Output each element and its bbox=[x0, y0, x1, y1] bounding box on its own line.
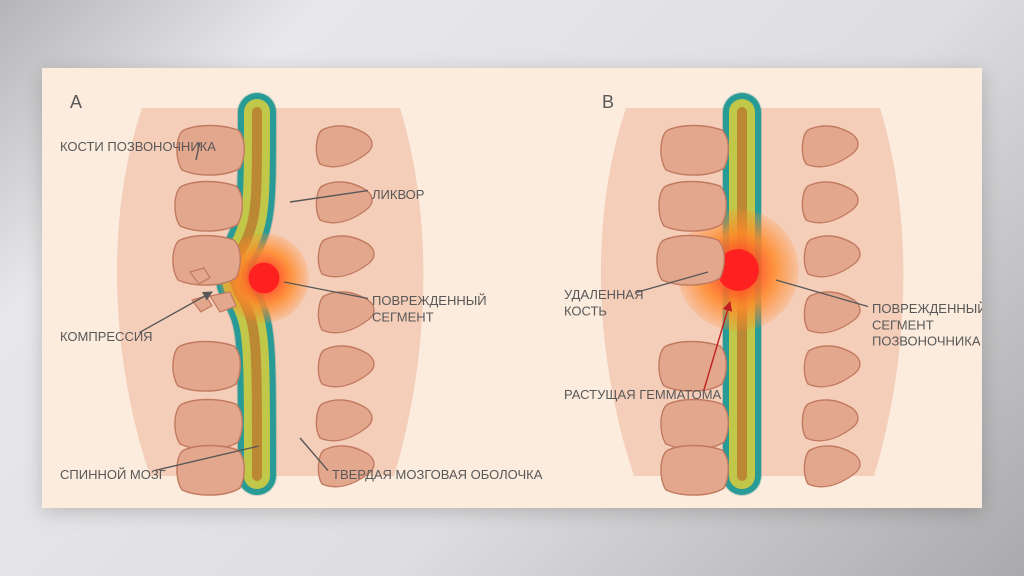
annotation-text: УДАЛЕННАЯ bbox=[564, 287, 643, 302]
annotation-text: ТВЕРДАЯ МОЗГОВАЯ ОБОЛОЧКА bbox=[332, 467, 543, 482]
annotation-text: КОСТИ ПОЗВОНОЧНИКА bbox=[60, 139, 216, 154]
annotation-text: КОМПРЕССИЯ bbox=[60, 329, 153, 344]
page-background: { "canvas": { "w": 940, "h": 440, "bg": … bbox=[0, 0, 1024, 576]
annotation-text: СЕГМЕНТ bbox=[872, 317, 934, 332]
annotation-text: ЛИКВОР bbox=[372, 187, 424, 202]
annotation-text: КОСТЬ bbox=[564, 303, 607, 318]
annotation-text: ПОВРЕЖДЕННЫЙ bbox=[872, 301, 982, 316]
annotation-text: РАСТУЩАЯ ГЕММАТОМА bbox=[564, 387, 722, 402]
diagram-card: A B КОСТИ ПОЗВОНОЧНИКА КОМПРЕССИЯ СПИННОЙ МО… bbox=[42, 68, 982, 508]
panel-label: A bbox=[70, 92, 82, 112]
spine-diagram: A B КОСТИ ПОЗВОНОЧНИКА КОМПРЕССИЯ СПИННОЙ МО… bbox=[42, 68, 982, 508]
panel-label: B bbox=[602, 92, 614, 112]
annotation-text: ПОВРЕЖДЕННЫЙ bbox=[372, 293, 487, 308]
annotation-text: СПИННОЙ МОЗГ bbox=[60, 467, 166, 482]
annotation-text: СЕГМЕНТ bbox=[372, 309, 434, 324]
annotation-text: ПОЗВОНОЧНИКА bbox=[872, 334, 981, 349]
